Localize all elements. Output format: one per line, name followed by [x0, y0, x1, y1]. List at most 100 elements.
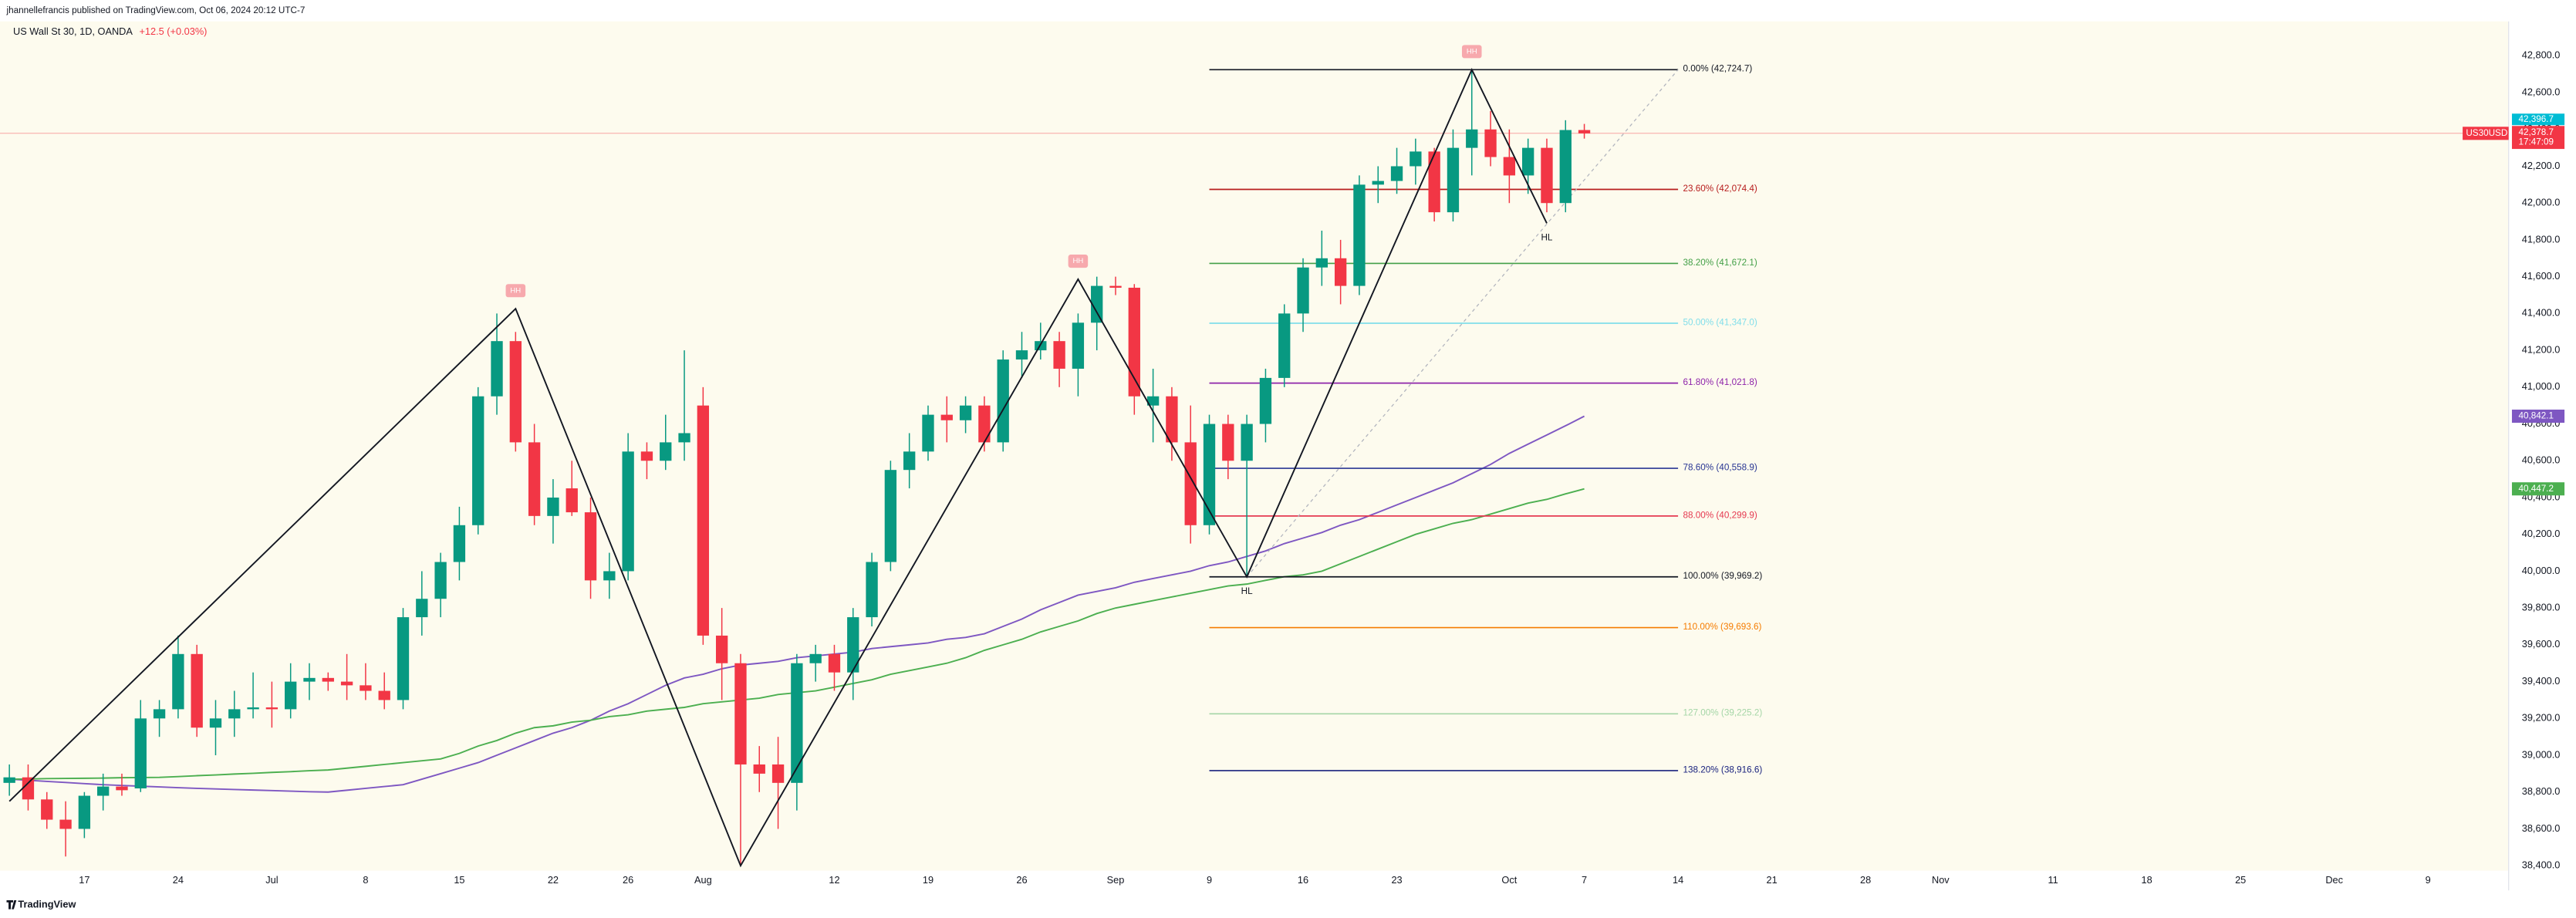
y-tick-label: 38,600.0 — [2522, 822, 2561, 834]
candle-body — [509, 341, 522, 443]
candle-body — [715, 635, 728, 663]
candle-body — [903, 451, 916, 471]
candle-body — [209, 718, 222, 728]
candle-body — [734, 663, 747, 764]
x-tick-label: Dec — [2325, 874, 2343, 886]
candle-body — [303, 677, 316, 682]
pivot-label: HL — [1241, 586, 1253, 596]
candle-body — [1278, 313, 1291, 378]
candle-body — [1146, 396, 1160, 406]
ma-tag: 40,842.1 — [2518, 411, 2554, 421]
candle-body — [3, 777, 15, 783]
y-tick-label: 39,400.0 — [2522, 675, 2561, 687]
ma-tag: 40,447.2 — [2518, 484, 2554, 494]
candle-body — [1072, 322, 1085, 369]
x-tick-label: 16 — [1298, 874, 1308, 886]
candle-body — [922, 414, 934, 452]
brand-logo — [6, 899, 17, 910]
candle-body — [1559, 130, 1572, 204]
ma-tag-bg — [2511, 482, 2565, 496]
x-tick-label: Aug — [694, 874, 712, 886]
x-tick-label: 26 — [623, 874, 633, 886]
candle-body — [1503, 157, 1516, 176]
x-tick-label: 19 — [923, 874, 934, 886]
y-tick-label: 41,600.0 — [2522, 270, 2561, 282]
x-tick-label: 21 — [1766, 874, 1777, 886]
candle-body — [172, 653, 184, 710]
candle-body — [791, 663, 803, 783]
y-tick-label: 39,000.0 — [2522, 748, 2561, 760]
candle-body — [940, 414, 953, 420]
candle-body — [247, 707, 259, 710]
x-tick-label: 15 — [454, 874, 464, 886]
candle-body — [322, 677, 334, 682]
fib-label: 100.00% (39,969.2) — [1683, 571, 1762, 581]
candle-body — [1390, 166, 1403, 181]
x-tick-label: 23 — [1391, 874, 1402, 886]
y-tick-label: 38,800.0 — [2522, 785, 2561, 797]
pivot-label: HL — [1541, 233, 1552, 243]
y-tick-label: 39,600.0 — [2522, 638, 2561, 650]
ma-tag-bg — [2511, 409, 2565, 424]
candle-body — [1484, 129, 1497, 157]
x-tick-label: 25 — [2235, 874, 2246, 886]
candle-body — [1578, 130, 1591, 133]
candle-body — [678, 433, 690, 443]
fib-label: 88.00% (40,299.9) — [1683, 510, 1757, 520]
candle-body — [1372, 181, 1384, 185]
candle-body — [134, 718, 147, 788]
candle-body — [397, 617, 410, 700]
y-tick-label: 41,200.0 — [2522, 343, 2561, 355]
candle-body — [1334, 258, 1347, 286]
y-tick-label: 38,400.0 — [2522, 859, 2561, 871]
candle-body — [1466, 129, 1478, 148]
candle-body — [153, 709, 166, 719]
symbol-tag-bg — [2463, 127, 2509, 140]
candle-body — [1521, 147, 1534, 176]
x-tick-label: 11 — [2048, 874, 2058, 886]
x-tick-label: Nov — [1932, 874, 1950, 886]
pivot-label: HH — [510, 286, 521, 295]
candle-body — [622, 451, 634, 572]
trend-line — [1246, 69, 1679, 578]
brand: TradingView — [18, 899, 76, 910]
fib-label: 78.60% (40,558.9) — [1683, 463, 1757, 473]
x-tick-label: 26 — [1016, 874, 1027, 886]
candle-body — [1184, 442, 1197, 525]
x-tick-label: Sep — [1107, 874, 1125, 886]
candle-body — [847, 617, 859, 673]
fib-label: 23.60% (42,074.4) — [1683, 184, 1757, 194]
publisher: jhannellefrancis published on TradingVie… — [6, 5, 306, 15]
candle-body — [1015, 350, 1028, 360]
x-tick-label: 12 — [829, 874, 839, 886]
candle-body — [378, 690, 390, 700]
candle-body — [1259, 377, 1272, 424]
candle-body — [1353, 184, 1366, 286]
x-tick-label: Jul — [265, 874, 278, 886]
x-tick-label: 7 — [1582, 874, 1587, 886]
candle-body — [1222, 424, 1234, 461]
candle-body — [191, 653, 203, 728]
fib-label: 138.20% (38,916.6) — [1683, 764, 1762, 775]
candle-body — [1109, 285, 1122, 288]
candle-body — [978, 405, 991, 443]
candle-body — [697, 405, 710, 636]
y-tick-label: 41,400.0 — [2522, 307, 2561, 319]
y-tick-label: 42,800.0 — [2522, 49, 2561, 61]
candle-body — [1166, 396, 1178, 443]
y-tick-label: 39,200.0 — [2522, 712, 2561, 724]
zigzag — [8, 68, 1548, 868]
candle-body — [660, 442, 672, 461]
candle-body — [603, 571, 616, 581]
x-tick-label: 9 — [1207, 874, 1212, 886]
x-tick-label: 18 — [2142, 874, 2152, 886]
candle-body — [340, 681, 353, 686]
candle-body — [96, 786, 110, 796]
symbol-tag: US30USD — [2466, 128, 2507, 138]
fib-label: 50.00% (41,347.0) — [1683, 317, 1757, 327]
candle-body — [547, 497, 559, 516]
x-tick-label: 24 — [173, 874, 184, 886]
x-tick-label: 17 — [79, 874, 89, 886]
pivot-badge — [1461, 45, 1482, 59]
